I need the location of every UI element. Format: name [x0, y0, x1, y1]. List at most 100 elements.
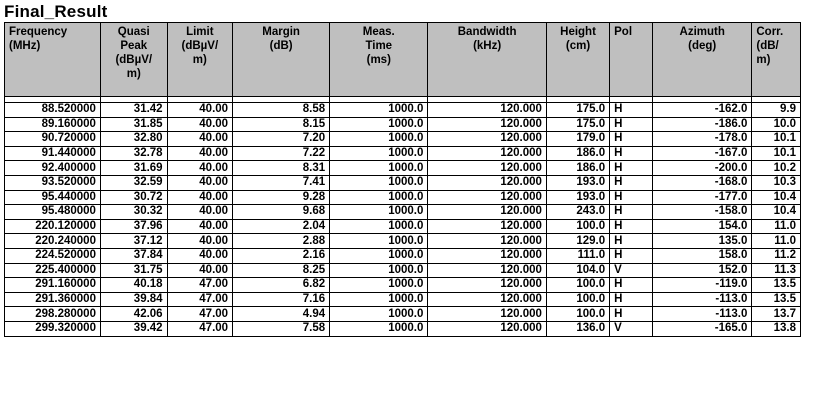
margin-cell: 8.58: [232, 102, 331, 118]
quasi-peak-cell: 40.18: [99, 277, 168, 293]
corr-cell: 13.7: [751, 306, 801, 322]
pol-cell: H: [609, 116, 654, 133]
height-cell: 186.0: [545, 160, 611, 176]
margin-cell: 2.16: [232, 247, 331, 264]
column-header-quasi-peak: Quasi Peak (dBµV/m): [99, 22, 168, 97]
meas-time-cell: 1000.0: [329, 277, 429, 293]
height-cell: 136.0: [545, 320, 611, 337]
bandwidth-cell: 120.000: [427, 320, 547, 337]
column-header-margin: Margin (dB): [232, 22, 331, 97]
quasi-peak-cell: 37.84: [99, 247, 168, 264]
corr-cell: 10.4: [751, 204, 801, 220]
frequency-cell: 91.440000: [4, 145, 101, 162]
azimuth-cell: -165.0: [652, 320, 753, 337]
bandwidth-cell: 120.000: [427, 218, 547, 235]
pol-cell: V: [609, 262, 654, 279]
height-cell: 100.0: [545, 291, 611, 308]
corr-cell: 9.9: [751, 102, 801, 118]
azimuth-cell: 152.0: [652, 262, 753, 279]
frequency-cell: 291.160000: [4, 277, 101, 293]
frequency-cell: 95.440000: [4, 189, 101, 206]
limit-cell: 40.00: [166, 102, 234, 118]
table-row: 95.480000 30.32 40.00 9.68 1000.0 120.000 243.…: [4, 204, 801, 220]
frequency-cell: 88.520000: [4, 102, 101, 118]
limit-cell: 40.00: [166, 247, 234, 264]
column-header-corr: Corr. (dB/m): [751, 22, 801, 97]
meas-time-cell: 1000.0: [329, 306, 429, 322]
limit-cell: 40.00: [166, 204, 234, 220]
margin-cell: 8.31: [232, 160, 331, 176]
height-cell: 111.0: [545, 247, 611, 264]
limit-cell: 40.00: [166, 189, 234, 206]
pol-cell: H: [609, 204, 654, 220]
margin-cell: 4.94: [232, 306, 331, 322]
bandwidth-cell: 120.000: [427, 131, 547, 147]
height-cell: 243.0: [545, 204, 611, 220]
header-spacer-row: [4, 96, 801, 103]
margin-cell: 7.22: [232, 145, 331, 162]
height-cell: 179.0: [545, 131, 611, 147]
limit-cell: 40.00: [166, 131, 234, 147]
azimuth-cell: 154.0: [652, 218, 753, 235]
bandwidth-cell: 120.000: [427, 306, 547, 322]
margin-cell: 7.58: [232, 320, 331, 337]
limit-cell: 47.00: [166, 277, 234, 293]
margin-cell: 9.68: [232, 204, 331, 220]
table-row: 93.520000 32.59 40.00 7.41 1000.0 120.000 193.…: [4, 174, 801, 191]
azimuth-cell: -167.0: [652, 145, 753, 162]
table-row: 95.440000 30.72 40.00 9.28 1000.0 120.000 193.…: [4, 189, 801, 206]
pol-cell: H: [609, 131, 654, 147]
meas-time-cell: 1000.0: [329, 189, 429, 206]
column-header-meas-time: Meas. Time (ms): [329, 22, 429, 97]
bandwidth-cell: 120.000: [427, 277, 547, 293]
pol-cell: H: [609, 247, 654, 264]
frequency-cell: 224.520000: [4, 247, 101, 264]
meas-time-cell: 1000.0: [329, 174, 429, 191]
column-header-pol: Pol: [609, 22, 654, 97]
quasi-peak-cell: 30.32: [99, 204, 168, 220]
height-cell: 175.0: [545, 102, 611, 118]
height-cell: 104.0: [545, 262, 611, 279]
corr-cell: 11.0: [751, 233, 801, 249]
azimuth-cell: -158.0: [652, 204, 753, 220]
bandwidth-cell: 120.000: [427, 189, 547, 206]
azimuth-cell: 158.0: [652, 247, 753, 264]
bandwidth-cell: 120.000: [427, 247, 547, 264]
meas-time-cell: 1000.0: [329, 247, 429, 264]
table-row: 91.440000 32.78 40.00 7.22 1000.0 120.000 186.…: [4, 145, 801, 162]
bandwidth-cell: 120.000: [427, 102, 547, 118]
limit-cell: 40.00: [166, 218, 234, 235]
azimuth-cell: -168.0: [652, 174, 753, 191]
pol-cell: H: [609, 218, 654, 235]
results-table: Frequency (MHz) Quasi Peak (dBµV/m) Limit (d…: [4, 22, 801, 337]
corr-cell: 11.0: [751, 218, 801, 235]
pol-cell: H: [609, 145, 654, 162]
column-header-limit: Limit (dBµV/m): [166, 22, 234, 97]
height-cell: 193.0: [545, 174, 611, 191]
azimuth-cell: 135.0: [652, 233, 753, 249]
quasi-peak-cell: 31.42: [99, 102, 168, 118]
height-cell: 175.0: [545, 116, 611, 133]
corr-cell: 10.0: [751, 116, 801, 133]
meas-time-cell: 1000.0: [329, 102, 429, 118]
meas-time-cell: 1000.0: [329, 233, 429, 249]
corr-cell: 10.2: [751, 160, 801, 176]
meas-time-cell: 1000.0: [329, 262, 429, 279]
corr-cell: 10.3: [751, 174, 801, 191]
pol-cell: H: [609, 160, 654, 176]
bandwidth-cell: 120.000: [427, 262, 547, 279]
corr-cell: 11.3: [751, 262, 801, 279]
margin-cell: 2.88: [232, 233, 331, 249]
bandwidth-cell: 120.000: [427, 291, 547, 308]
height-cell: 100.0: [545, 306, 611, 322]
azimuth-cell: -113.0: [652, 291, 753, 308]
pol-cell: H: [609, 189, 654, 206]
table-row: 90.720000 32.80 40.00 7.20 1000.0 120.000 179.…: [4, 131, 801, 147]
corr-cell: 10.1: [751, 131, 801, 147]
quasi-peak-cell: 31.75: [99, 262, 168, 279]
margin-cell: 2.04: [232, 218, 331, 235]
azimuth-cell: -186.0: [652, 116, 753, 133]
quasi-peak-cell: 42.06: [99, 306, 168, 322]
meas-time-cell: 1000.0: [329, 116, 429, 133]
